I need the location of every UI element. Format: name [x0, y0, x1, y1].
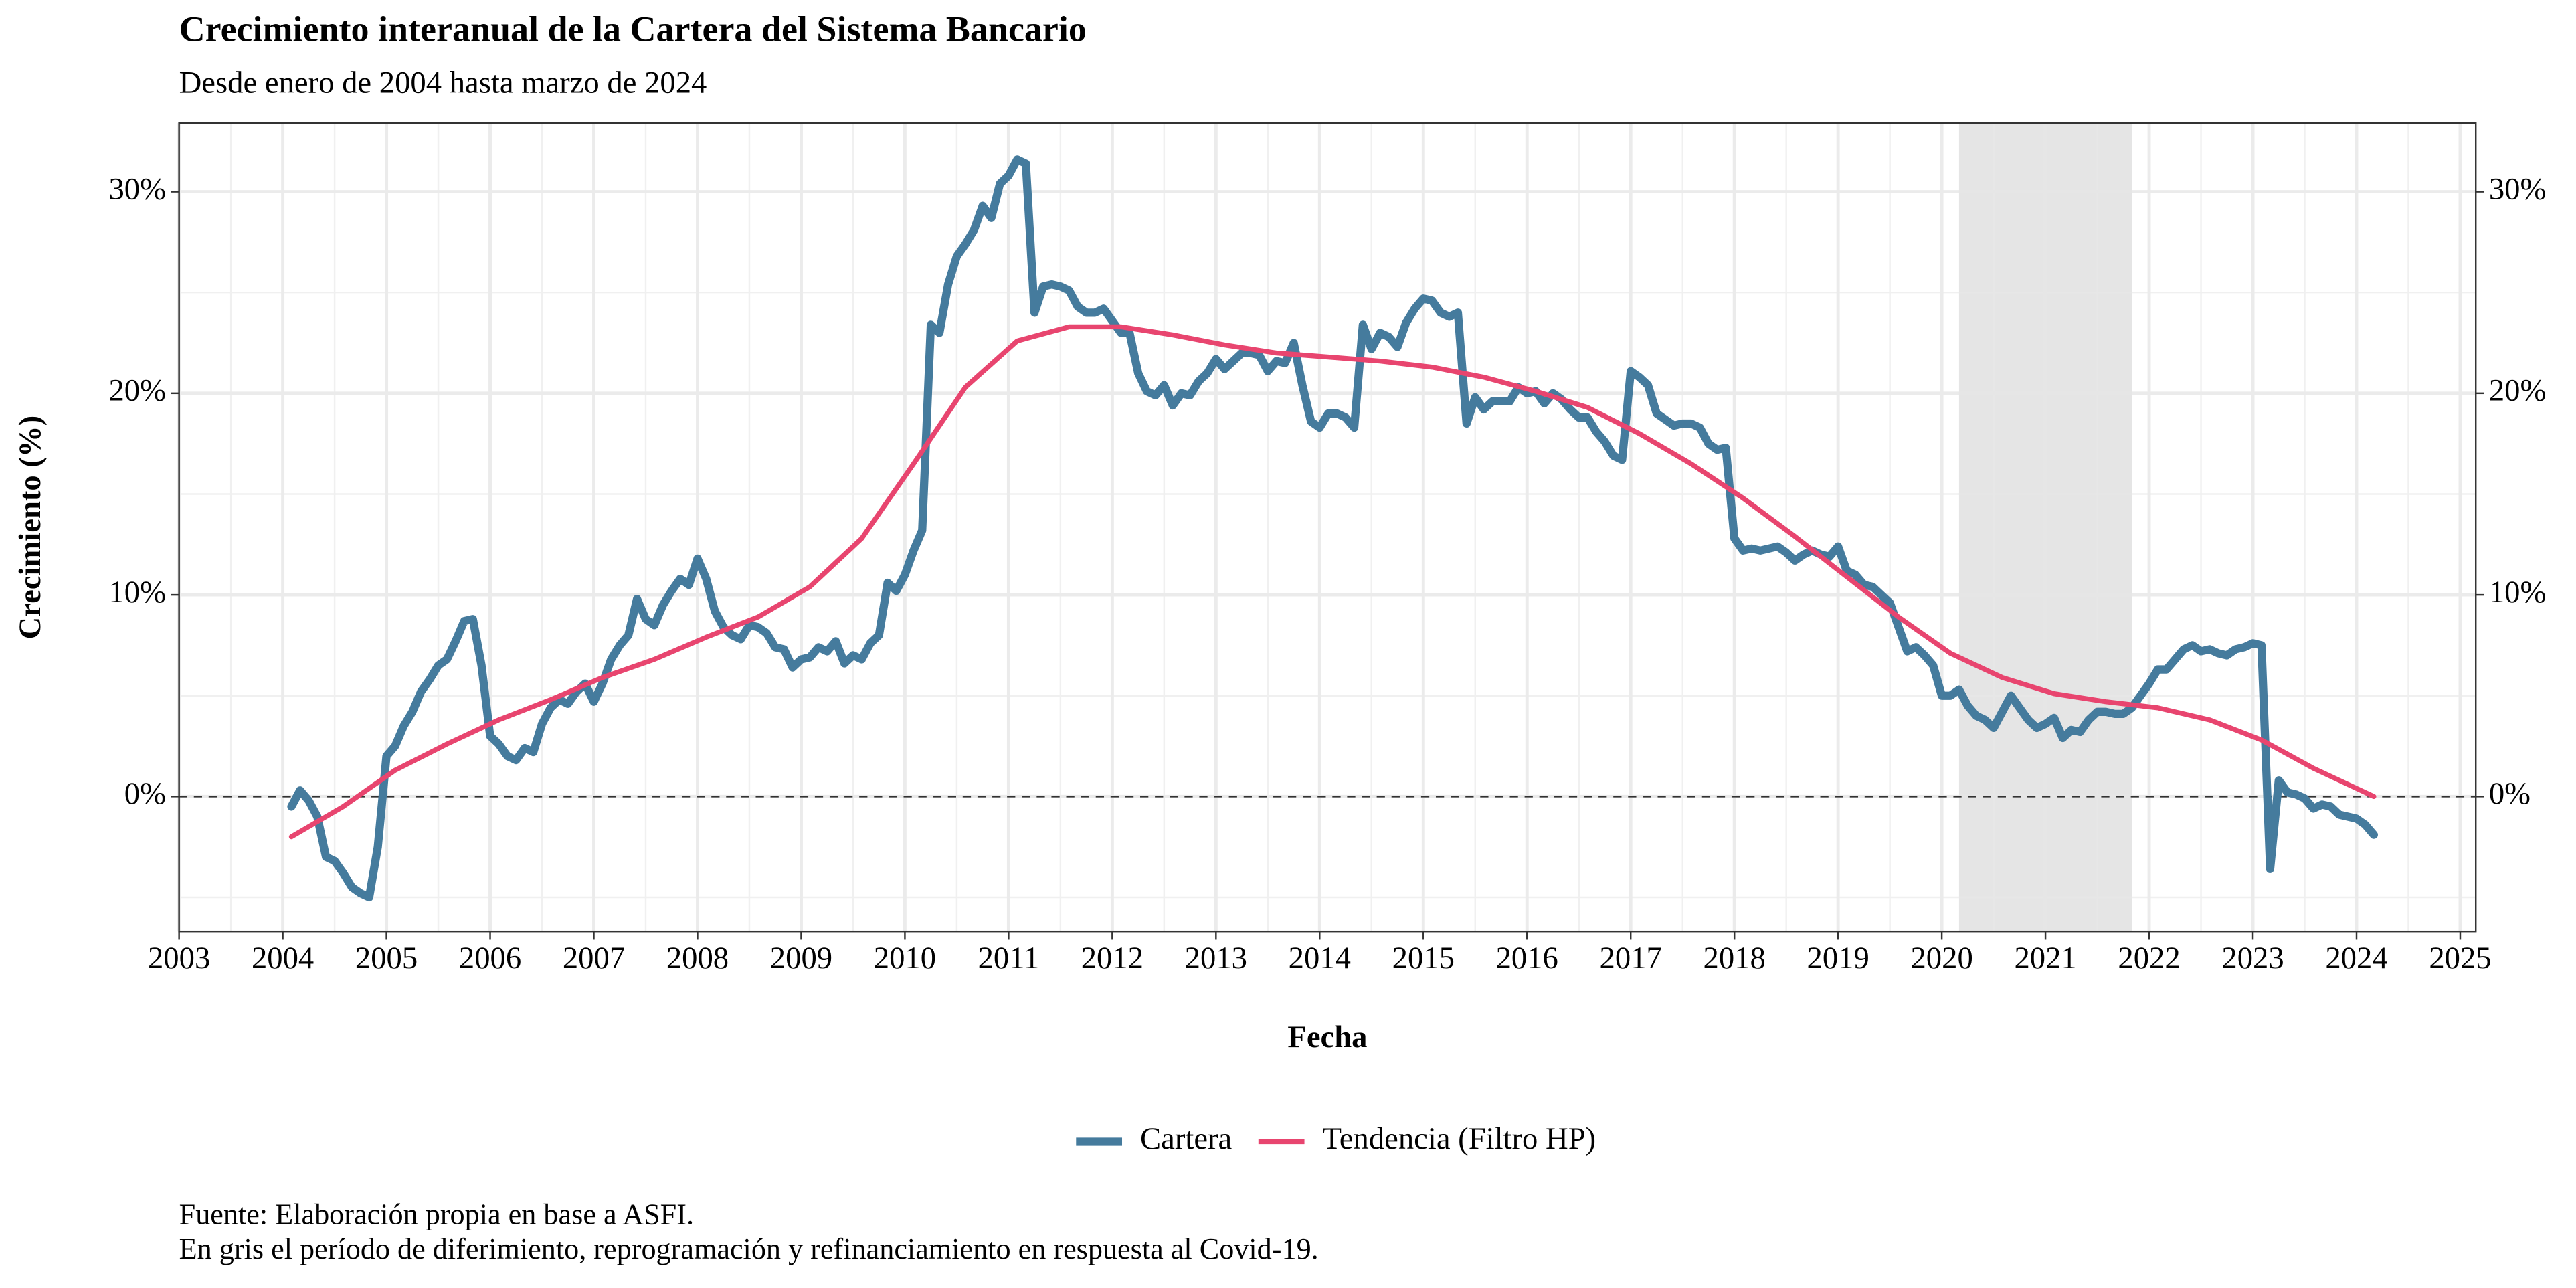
- x-tick-label: 2021: [2014, 941, 2076, 976]
- x-tick-label: 2023: [2221, 941, 2284, 976]
- y2-tick-label: 30%: [2489, 171, 2547, 206]
- legend-label: Cartera: [1140, 1121, 1232, 1156]
- x-tick-label: 2022: [2118, 941, 2180, 976]
- chart-subtitle: Desde enero de 2004 hasta marzo de 2024: [179, 65, 707, 100]
- x-tick-label: 2017: [1600, 941, 1662, 976]
- x-tick-label: 2020: [1910, 941, 1972, 976]
- x-tick-label: 2006: [459, 941, 521, 976]
- legend-label: Tendencia (Filtro HP): [1323, 1121, 1596, 1156]
- y2-tick-label: 20%: [2489, 373, 2547, 408]
- series-line: [288, 324, 2377, 840]
- x-tick-label: 2014: [1289, 941, 1351, 976]
- x-tick-label: 2013: [1185, 941, 1247, 976]
- y2-tick-label: 0%: [2489, 776, 2531, 811]
- x-tick-label: 2011: [978, 941, 1040, 976]
- series-line: [287, 155, 2378, 902]
- x-tick-label: 2007: [563, 941, 625, 976]
- x-tick-label: 2018: [1704, 941, 1766, 976]
- y-tick-label: 10%: [108, 575, 166, 610]
- x-tick-label: 2003: [148, 941, 210, 976]
- x-tick-label: 2012: [1081, 941, 1143, 976]
- x-tick-label: 2005: [355, 941, 418, 976]
- x-tick-label: 2010: [874, 941, 936, 976]
- x-axis-label: Fecha: [1287, 1020, 1367, 1054]
- shading-note: En gris el período de diferimiento, repr…: [179, 1232, 1319, 1265]
- x-tick-label: 2019: [1807, 941, 1869, 976]
- source-note: Fuente: Elaboración propia en base a ASF…: [179, 1198, 694, 1231]
- x-tick-label: 2024: [2325, 941, 2387, 976]
- x-tick-label: 2009: [770, 941, 832, 976]
- x-tick-label: 2008: [666, 941, 729, 976]
- y-tick-label: 30%: [108, 171, 166, 206]
- chart-title: Crecimiento interanual de la Cartera del…: [179, 9, 1087, 49]
- highlight-period-overlay: [1958, 123, 2132, 932]
- x-tick-label: 2004: [252, 941, 314, 976]
- plot-border: [178, 122, 2477, 933]
- y2-tick-label: 10%: [2489, 575, 2547, 610]
- x-tick-label: 2015: [1392, 941, 1455, 976]
- y-tick-label: 0%: [124, 776, 166, 811]
- x-tick-label: 2016: [1496, 941, 1558, 976]
- y-tick-label: 20%: [108, 373, 166, 408]
- y-axis-label: Crecimiento (%): [13, 416, 48, 640]
- x-tick-label: 2025: [2429, 941, 2491, 976]
